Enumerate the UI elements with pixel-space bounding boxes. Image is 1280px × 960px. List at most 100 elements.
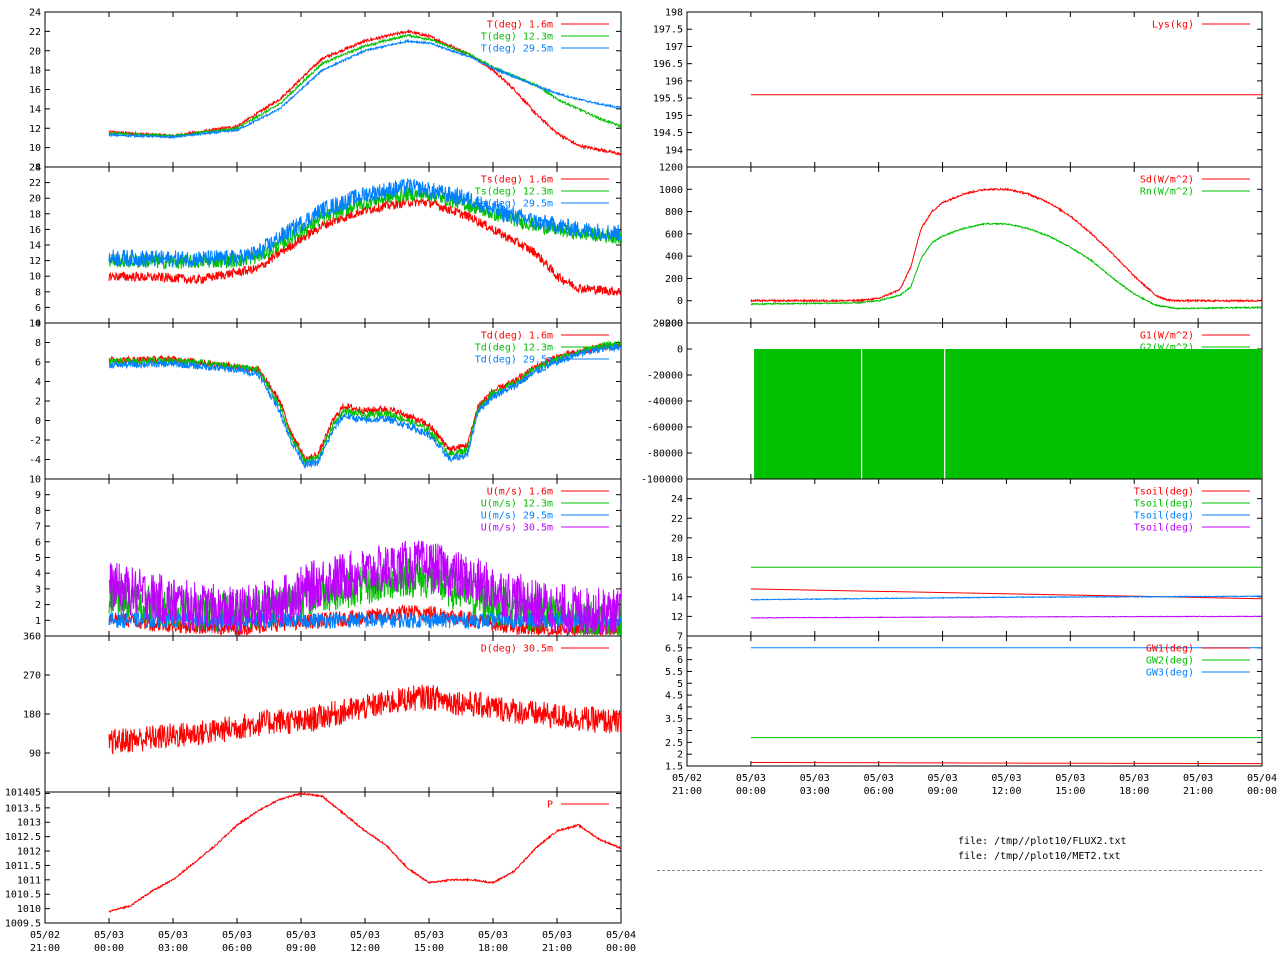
y-tick-label: 10	[29, 272, 41, 283]
y-tick-label: 18	[29, 209, 41, 220]
legend-label: U(m/s) 29.5m	[481, 511, 553, 522]
series-line	[108, 540, 621, 636]
y-tick-label: 196	[665, 76, 683, 87]
x-tick-time: 21:00	[1183, 786, 1213, 797]
legend-label: Tsoil(deg)	[1134, 499, 1194, 510]
x-tick-date: 05/03	[736, 773, 766, 784]
legend-label: G1(W/m^2)	[1140, 331, 1194, 342]
x-tick-time: 06:00	[864, 786, 894, 797]
x-tick-date: 05/03	[800, 773, 830, 784]
legend-label: U(m/s) 12.3m	[481, 499, 553, 510]
y-tick-label: 10	[29, 319, 41, 330]
y-tick-label: 194	[665, 145, 683, 156]
y-tick-label: 22	[671, 514, 683, 525]
y-tick-label: 4	[677, 702, 683, 713]
y-tick-label: 10	[29, 475, 41, 486]
x-tick-time: 09:00	[286, 943, 316, 954]
y-tick-label: 22	[29, 27, 41, 38]
x-tick-date: 05/03	[928, 773, 958, 784]
y-tick-label: 16	[29, 85, 41, 96]
y-tick-label: -200	[659, 319, 683, 330]
y-tick-label: 1010.5	[5, 890, 41, 901]
legend-label: T(deg) 29.5m	[481, 44, 553, 55]
series-line	[109, 343, 621, 469]
legend-label: D(deg) 30.5m	[481, 644, 553, 655]
y-tick-label: 12	[671, 612, 683, 623]
y-tick-label: 8	[35, 338, 41, 349]
series-line	[108, 684, 621, 755]
series-line	[108, 178, 621, 268]
y-tick-label: 14	[671, 592, 683, 603]
x-tick-date: 05/03	[94, 930, 124, 941]
file-list: file: /tmp//plot10/FLUX2.txt file: /tmp/…	[958, 834, 1127, 864]
y-tick-label: 24	[29, 163, 41, 174]
y-tick-label: 8	[35, 287, 41, 298]
y-tick-label: 4.5	[665, 691, 683, 702]
y-tick-label: 10	[29, 143, 41, 154]
y-tick-label: 1012	[17, 847, 41, 858]
y-tick-label: 18	[29, 66, 41, 77]
x-tick-date: 05/03	[1119, 773, 1149, 784]
legend-label: T(deg) 12.3m	[481, 32, 553, 43]
series-line	[108, 340, 621, 466]
x-tick-date: 05/03	[222, 930, 252, 941]
y-tick-label: 1009.5	[5, 919, 41, 930]
y-tick-label: 22	[29, 178, 41, 189]
y-tick-label: 20	[29, 46, 41, 57]
legend-label: Tsoil(deg)	[1134, 523, 1194, 534]
y-tick-label: 1012.5	[5, 832, 41, 843]
legend-label: GW2(deg)	[1146, 656, 1194, 667]
y-tick-label: -2	[29, 436, 41, 447]
y-tick-label: 1	[35, 616, 41, 627]
y-tick-label: 20000	[653, 319, 683, 330]
series-line	[750, 615, 1262, 619]
y-tick-label: 6	[35, 358, 41, 369]
y-tick-label: 7	[677, 632, 683, 643]
y-tick-label: 14	[29, 241, 41, 252]
y-tick-label: 1.5	[665, 762, 683, 773]
legend-label: Td(deg) 1.6m	[481, 331, 553, 342]
y-tick-label: 1011.5	[5, 861, 41, 872]
y-tick-label: 6	[677, 655, 683, 666]
y-tick-label: 18	[671, 553, 683, 564]
legend-label: Tsoil(deg)	[1134, 511, 1194, 522]
series-line	[750, 222, 1262, 310]
y-tick-label: 195	[665, 111, 683, 122]
x-tick-date: 05/03	[350, 930, 380, 941]
x-tick-time: 15:00	[1055, 786, 1085, 797]
legend-label: Td(deg) 29.5m	[475, 355, 553, 366]
legend-label: U(m/s) 1.6m	[487, 487, 553, 498]
x-tick-time: 18:00	[478, 943, 508, 954]
y-tick-label: 12	[29, 256, 41, 267]
y-tick-label: 195.5	[653, 94, 683, 105]
legend-label: Sd(W/m^2)	[1140, 175, 1194, 186]
x-tick-date: 05/04	[606, 930, 636, 941]
x-tick-time: 00:00	[1247, 786, 1277, 797]
x-tick-time: 03:00	[800, 786, 830, 797]
x-tick-time: 03:00	[158, 943, 188, 954]
y-tick-label: 20	[29, 194, 41, 205]
x-tick-time: 00:00	[94, 943, 124, 954]
y-bottom-label: -100000	[641, 475, 683, 486]
series-line	[108, 196, 621, 297]
panel-frame	[686, 11, 1263, 168]
x-tick-time: 12:00	[350, 943, 380, 954]
y-tick-label: 6	[35, 537, 41, 548]
series-line	[108, 38, 621, 140]
legend-label: T(deg) 1.6m	[487, 20, 553, 31]
y-tick-label: 2.5	[665, 738, 683, 749]
y-tick-label: 270	[23, 671, 41, 682]
legend-label: Ts(deg) 1.6m	[481, 175, 553, 186]
file-label-flux: file: /tmp//plot10/FLUX2.txt	[958, 836, 1127, 847]
y-tick-label: 90	[29, 749, 41, 760]
x-tick-time: 21:00	[672, 786, 702, 797]
y-tick-label: 360	[23, 632, 41, 643]
y-tick-label: 3	[677, 726, 683, 737]
y-tick-label: 600	[665, 229, 683, 240]
y-tick-label: 200	[665, 274, 683, 285]
x-tick-date: 05/03	[414, 930, 444, 941]
y-tick-label: 24	[671, 494, 683, 505]
y-tick-label: 7	[35, 522, 41, 533]
x-tick-date: 05/03	[286, 930, 316, 941]
x-tick-date: 05/02	[672, 773, 702, 784]
